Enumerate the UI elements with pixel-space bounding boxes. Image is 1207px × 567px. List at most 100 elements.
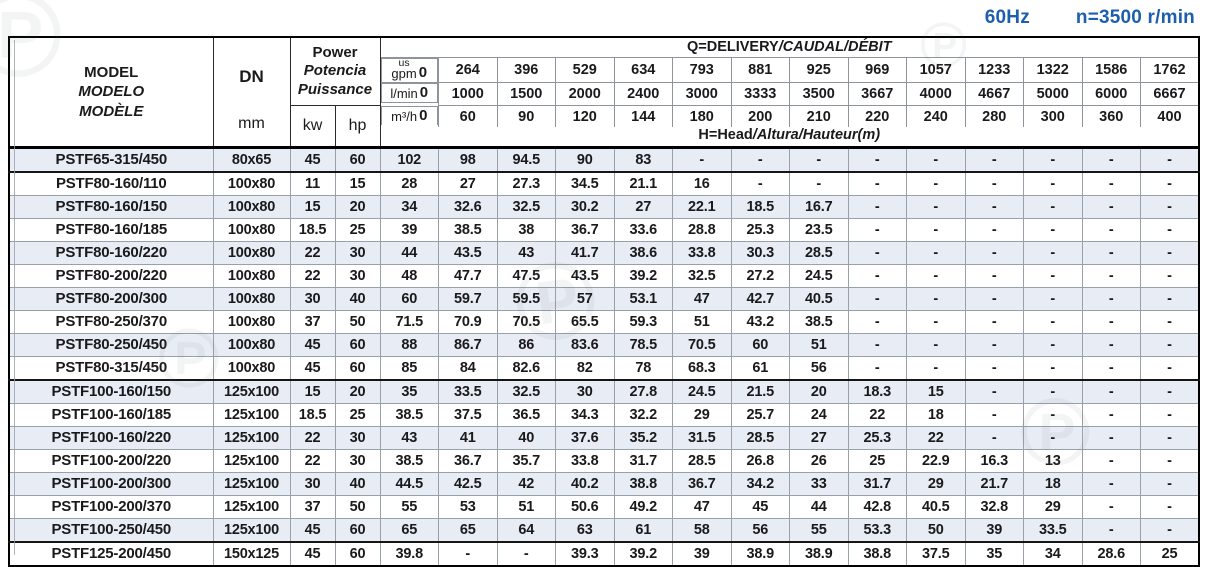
head-value: - (1081, 448, 1141, 473)
head-value: 43.5 (438, 240, 498, 265)
head-value: - (1081, 217, 1141, 242)
head-value: 39 (964, 517, 1024, 543)
hp-cell: 60 (334, 332, 381, 357)
dn-cell: 100x80 (212, 263, 291, 288)
flow-value: 4000 (906, 82, 966, 107)
head-value: - (964, 332, 1024, 357)
head-value: 22.1 (672, 194, 732, 219)
head-value: 16 (672, 171, 732, 196)
head-value: 64 (496, 517, 556, 543)
kw-cell: 45 (289, 541, 336, 567)
kw-cell: 15 (289, 379, 336, 404)
dn-cell: 125x100 (212, 425, 291, 450)
head-value: 38.5 (379, 448, 439, 473)
head-value: - (1023, 171, 1083, 196)
head-value: 31.5 (672, 425, 732, 450)
hp-cell: 60 (334, 146, 381, 173)
head-value: - (438, 541, 498, 567)
head-value: 35 (964, 541, 1024, 567)
dn-cell: 80x65 (212, 146, 291, 173)
head-value: 33.8 (672, 240, 732, 265)
head-value: 38.5 (438, 217, 498, 242)
hp-cell: 60 (334, 355, 381, 381)
head-value: 35 (379, 379, 439, 404)
flow-value: 220 (847, 105, 907, 127)
head-value: 28.5 (672, 448, 732, 473)
head-value: 70.9 (438, 309, 498, 334)
flow-value: 793 (672, 56, 732, 84)
dn-cell: 100x80 (212, 171, 291, 196)
head-value: 30.2 (555, 194, 615, 219)
head-value: 31.7 (847, 471, 907, 496)
table-row: PSTF100-200/300 125x100 30 40 44.5 42.5 42 40.2… (8, 471, 1200, 496)
head-value: 42 (496, 471, 556, 496)
head-value: 28.5 (730, 425, 790, 450)
head-value: - (847, 240, 907, 265)
hp-header: hp (334, 105, 381, 148)
head-value: - (1140, 332, 1200, 357)
head-value: 90 (555, 146, 615, 173)
head-value: 51 (496, 494, 556, 519)
head-value: - (1081, 517, 1141, 543)
head-value: 39.8 (379, 541, 439, 567)
table-row: PSTF80-160/150 100x80 15 20 34 32.6 32.5 30.2 27… (8, 194, 1200, 219)
head-value: - (1140, 448, 1200, 473)
head-value: 47.5 (496, 263, 556, 288)
head-value: - (1023, 402, 1083, 427)
head-value: - (789, 171, 849, 196)
head-value: - (847, 355, 907, 381)
model-cell: PSTF100-200/370 (8, 494, 214, 519)
flow-value: 1500 (496, 82, 556, 107)
table-row: PSTF100-160/185 125x100 18.5 25 38.5 37.5 36.5… (8, 402, 1200, 427)
head-value: 88 (379, 332, 439, 357)
flow-value: 925 (789, 56, 849, 84)
head-value: 85 (379, 355, 439, 381)
flow-value: 1057 (906, 56, 966, 84)
head-value: 30.3 (730, 240, 790, 265)
model-cell: PSTF80-160/185 (8, 217, 214, 242)
head-value: - (1140, 355, 1200, 381)
head-value: 32.5 (496, 194, 556, 219)
hp-cell: 50 (334, 309, 381, 334)
kw-cell: 18.5 (289, 402, 336, 427)
head-value: - (847, 332, 907, 357)
head-value: 38.5 (789, 309, 849, 334)
head-value: 31.7 (613, 448, 673, 473)
head-value: - (1140, 146, 1200, 173)
flow-value: 969 (847, 56, 907, 84)
head-value: 36.7 (555, 217, 615, 242)
table-row: PSTF100-160/150 125x100 15 20 35 33.5 32.5 30 27… (8, 379, 1200, 404)
head-value: 45 (730, 494, 790, 519)
model-cell: PSTF80-200/220 (8, 263, 214, 288)
flow-value: 3333 (730, 82, 790, 107)
head-value: 28 (379, 171, 439, 196)
head-value: 37.5 (906, 541, 966, 567)
head-value: 25 (1140, 541, 1200, 567)
head-value: - (906, 263, 966, 288)
flow-row-m3h: kw hp m³/h 0 60 90 120 144 180 200 210 220 240 280 3… (9, 105, 1200, 148)
head-value: 42.8 (847, 494, 907, 519)
head-value: 50 (906, 517, 966, 543)
head-value: 44.5 (379, 471, 439, 496)
model-cell: PSTF80-200/300 (8, 286, 214, 311)
flow-unit-cell: m³/h 0 (380, 105, 438, 125)
head-value: - (496, 541, 556, 567)
head-value: 59.5 (496, 286, 556, 311)
head-value: - (1023, 240, 1083, 265)
head-value: 25 (847, 448, 907, 473)
head-value: 22 (906, 425, 966, 450)
model-cell: PSTF80-160/150 (8, 194, 214, 219)
head-value: 40.2 (555, 471, 615, 496)
head-value: 32.2 (613, 402, 673, 427)
head-value: - (964, 402, 1024, 427)
head-value: - (1140, 471, 1200, 496)
flow-value: 881 (730, 56, 790, 84)
model-cell: PSTF100-200/220 (8, 448, 214, 473)
dn-cell: 100x80 (212, 355, 291, 381)
head-value: - (964, 171, 1024, 196)
head-value: 23.5 (789, 217, 849, 242)
head-value: 18 (906, 402, 966, 427)
head-value: 33.5 (1023, 517, 1083, 543)
head-value: 65 (438, 517, 498, 543)
dn-cell: 125x100 (212, 471, 291, 496)
